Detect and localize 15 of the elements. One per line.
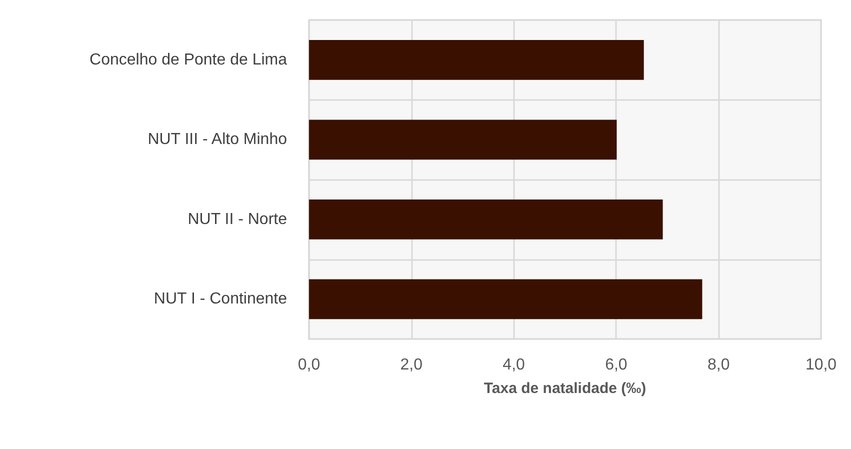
x-tick-label: 6,0 — [605, 356, 628, 374]
y-tick-label: Concelho de Ponte de Lima — [90, 51, 288, 68]
y-tick-label: NUT II - Norte — [188, 210, 288, 228]
x-tick-label: 4,0 — [502, 356, 526, 374]
x-tick-label: 10,0 — [805, 356, 837, 374]
bar — [309, 40, 644, 80]
bar — [309, 199, 663, 240]
x-axis-title: Taxa de natalidade (‰) — [484, 380, 646, 397]
y-tick-label: NUT I - Continente — [154, 290, 288, 308]
bar — [309, 279, 702, 320]
x-tick-label: 0,0 — [298, 356, 320, 374]
x-tick-label: 2,0 — [400, 356, 423, 374]
x-tick-label: 8,0 — [707, 356, 730, 374]
bar — [309, 120, 617, 160]
y-tick-label: NUT III - Alto Minho — [148, 131, 288, 148]
